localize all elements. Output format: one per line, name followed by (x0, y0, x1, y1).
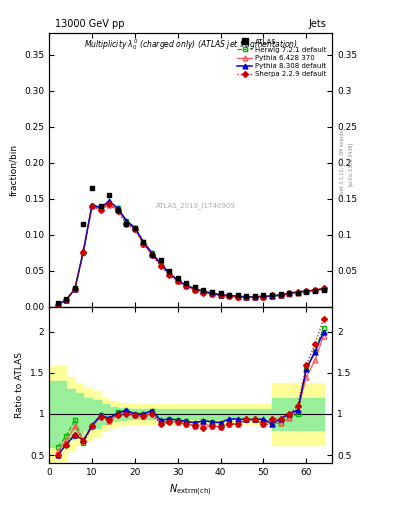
Point (235, 291, 241, 300)
Point (243, 292, 250, 300)
Point (252, 292, 258, 300)
Text: Jets: Jets (309, 19, 327, 29)
Point (295, 288, 301, 296)
Point (320, 286, 327, 294)
Y-axis label: Ratio to ATLAS: Ratio to ATLAS (15, 352, 24, 418)
Point (286, 289, 292, 297)
Point (72, 284, 78, 292)
Point (209, 288, 215, 296)
Point (149, 251, 155, 259)
Point (174, 274, 181, 282)
Point (183, 279, 189, 287)
Point (123, 220, 129, 228)
Point (226, 291, 232, 299)
Point (303, 288, 310, 296)
Point (132, 224, 138, 232)
Legend: ATLAS, Herwig 7.2.1 default, Pythia 6.428 370, Pythia 8.308 default, Sherpa 2.2.: ATLAS, Herwig 7.2.1 default, Pythia 6.42… (235, 37, 329, 79)
Point (277, 290, 284, 298)
Point (140, 238, 147, 246)
Point (200, 286, 207, 294)
Point (260, 291, 266, 300)
Text: ATLAS_2019_I1740909: ATLAS_2019_I1740909 (156, 202, 236, 209)
Point (55, 300, 61, 308)
Point (89, 184, 95, 192)
Point (192, 283, 198, 291)
Point (80, 220, 86, 228)
Point (115, 206, 121, 214)
Point (63, 295, 70, 303)
Point (106, 191, 112, 200)
Point (217, 289, 224, 297)
Point (158, 256, 164, 264)
Point (97, 202, 104, 210)
Text: 13000 GeV pp: 13000 GeV pp (55, 19, 124, 29)
Point (166, 267, 172, 275)
Text: Multiplicity $\lambda_0^0$ (charged only) (ATLAS jet fragmentation): Multiplicity $\lambda_0^0$ (charged only… (84, 37, 298, 52)
Text: Rivet 3.1.10, ≥ 3.3M events: Rivet 3.1.10, ≥ 3.3M events (340, 130, 345, 198)
X-axis label: $N_{\mathrm{extrm(ch)}}$: $N_{\mathrm{extrm(ch)}}$ (169, 483, 212, 498)
Text: [arXiv:1306.3436]: [arXiv:1306.3436] (348, 142, 353, 186)
Point (269, 291, 275, 299)
Y-axis label: fraction/bin: fraction/bin (9, 144, 18, 196)
Point (312, 287, 318, 295)
